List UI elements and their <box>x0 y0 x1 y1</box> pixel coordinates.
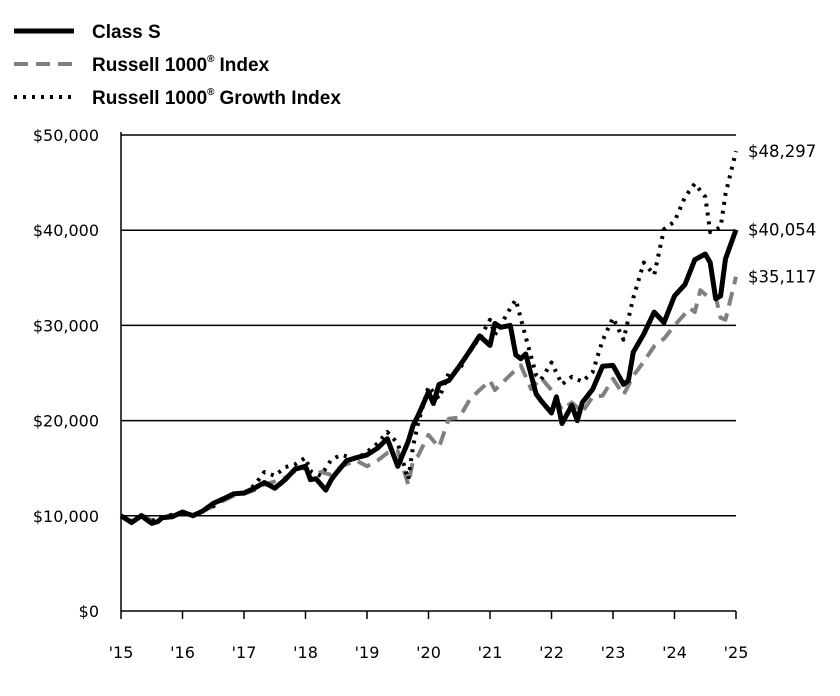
x-tick-label: '19 <box>355 643 380 662</box>
y-tick-label: $30,000 <box>33 316 99 335</box>
series-line-class-s <box>119 228 739 526</box>
y-tick-label: $50,000 <box>33 126 99 145</box>
legend-label-russell-1000-name: Russell 1000 <box>92 55 207 76</box>
legend-label-russell-1000-growth-name: Russell 1000 <box>92 88 207 109</box>
x-tick-label: '21 <box>478 643 503 662</box>
legend: Class S Russell 1000® Index Russell 1000®… <box>14 22 341 109</box>
end-value-labels: $40,054 $35,117 $48,297 <box>748 142 816 286</box>
legend-label-class-s: Class S <box>92 22 161 43</box>
x-tick-label: '23 <box>601 643 626 662</box>
end-label-russell-1000-growth-index: $48,297 <box>748 142 816 161</box>
x-tick-label: '17 <box>232 643 257 662</box>
gridlines <box>121 134 736 517</box>
legend-label-russell-1000-growth: Russell 1000® Growth Index <box>92 87 341 109</box>
y-axis-tick-labels: $0 $10,000 $20,000 $30,000 $40,000 $50,000 <box>33 126 99 621</box>
end-label-russell-1000-index: $35,117 <box>748 268 816 287</box>
y-tick-label: $0 <box>79 602 99 621</box>
series-lines <box>119 150 739 526</box>
x-tick-label: '24 <box>662 643 687 662</box>
y-tick-label: $10,000 <box>33 507 99 526</box>
legend-label-russell-1000-growth-suffix: Growth Index <box>220 88 342 109</box>
registered-mark: ® <box>207 87 215 98</box>
x-tick-label: '22 <box>539 643 564 662</box>
x-tick-label: '15 <box>109 643 134 662</box>
y-tick-label: $40,000 <box>33 221 99 240</box>
x-axis-tick-labels: '15 '16 '17 '18 '19 '20 '21 '22 '23 '24 '25 <box>109 611 749 662</box>
legend-label-russell-1000-suffix: Index <box>220 55 270 76</box>
x-tick-label: '16 <box>170 643 195 662</box>
y-tick-label: $20,000 <box>33 412 99 431</box>
end-label-class-s: $40,054 <box>748 221 816 240</box>
legend-label-russell-1000: Russell 1000® Index <box>92 54 270 76</box>
x-tick-label: '18 <box>293 643 318 662</box>
x-tick-label: '20 <box>416 643 441 662</box>
registered-mark: ® <box>207 54 215 65</box>
x-tick-label: '25 <box>724 643 749 662</box>
series-line-russell-1000-index <box>120 276 738 524</box>
